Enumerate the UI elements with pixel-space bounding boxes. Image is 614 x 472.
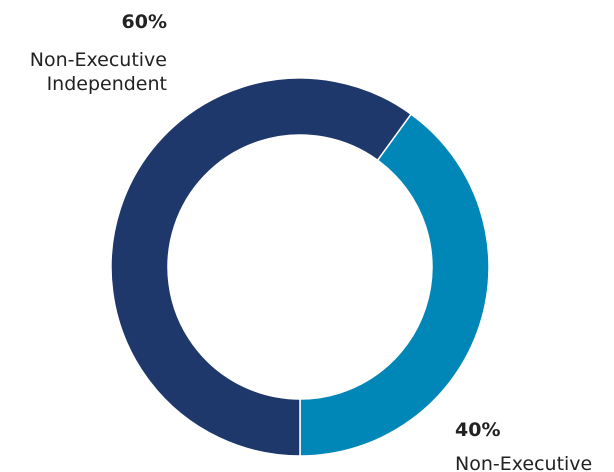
slice-non-executive xyxy=(299,113,490,457)
slice-percent-non-executive: 40% xyxy=(455,419,501,441)
slice-name-independent-line2: Independent xyxy=(46,73,167,95)
slice-label-non-executive: 40% Non-Executive xyxy=(455,418,592,472)
slice-name-non-executive: Non-Executive xyxy=(455,453,593,472)
slice-independent xyxy=(110,77,413,457)
slice-percent-independent: 60% xyxy=(121,11,167,33)
slice-name-independent-line1: Non-Executive xyxy=(29,49,167,71)
slice-label-independent: 60% Non-Executive Independent xyxy=(30,10,167,96)
